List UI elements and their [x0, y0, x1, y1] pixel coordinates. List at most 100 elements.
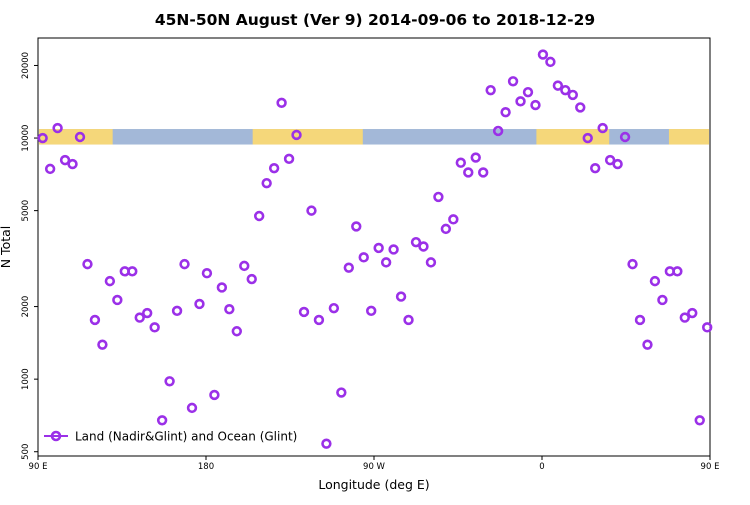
data-point: [597, 122, 608, 134]
data-point: [37, 132, 48, 144]
data-point: [209, 389, 220, 401]
data-point: [52, 122, 63, 134]
data-point: [634, 314, 646, 326]
data-point: [589, 162, 601, 174]
data-point: [276, 97, 287, 109]
data-point: [358, 252, 369, 263]
data-point: [142, 307, 153, 319]
x-tick-label: 90 W: [363, 462, 386, 472]
data-point: [283, 153, 295, 165]
map-land-segment: [536, 129, 610, 145]
data-point: [239, 260, 250, 272]
data-point: [418, 241, 429, 252]
data-point: [44, 163, 56, 175]
data-point: [537, 49, 549, 60]
data-point: [478, 167, 489, 178]
y-tick-label: 5000: [21, 200, 31, 222]
data-point: [380, 257, 392, 268]
data-point: [448, 214, 459, 225]
data-point: [492, 125, 504, 137]
data-point: [67, 158, 78, 170]
y-tick-label: 20000: [21, 52, 31, 79]
data-point: [134, 312, 145, 323]
data-point: [89, 314, 101, 326]
data-point: [470, 152, 481, 163]
data-point: [321, 438, 332, 449]
data-point: [627, 258, 638, 270]
data-point: [582, 132, 593, 144]
legend-entry-label: Land (Nadir&Glint) and Ocean (Glint): [75, 430, 297, 444]
data-point: [530, 99, 541, 111]
data-point: [112, 294, 123, 306]
data-point: [216, 282, 228, 293]
chart-title: 45N-50N August (Ver 9) 2014-09-06 to 201…: [155, 11, 595, 29]
data-point: [261, 177, 272, 189]
data-point: [403, 314, 414, 326]
data-point: [485, 84, 496, 96]
data-point: [687, 307, 698, 319]
data-point: [291, 129, 302, 141]
data-point: [306, 205, 317, 216]
data-point: [463, 167, 474, 178]
data-point: [604, 154, 616, 166]
data-point: [522, 86, 534, 98]
data-point: [313, 314, 325, 326]
data-point: [246, 273, 257, 285]
data-point: [455, 157, 466, 168]
data-point: [97, 339, 108, 350]
data-point: [201, 268, 213, 279]
data-point: [127, 266, 138, 277]
data-point: [560, 84, 571, 96]
data-point: [507, 76, 519, 87]
data-point: [388, 244, 399, 255]
data-point: [164, 376, 175, 387]
x-tick-label: 180: [198, 462, 214, 472]
data-points: [37, 49, 713, 449]
x-tick-label: 0: [539, 462, 544, 472]
data-point: [224, 304, 235, 315]
legend-marker-swatch: [50, 430, 62, 442]
y-tick-label: 10000: [21, 125, 31, 152]
data-point: [82, 258, 93, 270]
data-point: [179, 258, 190, 270]
data-point: [649, 275, 661, 287]
data-point: [351, 221, 362, 232]
data-point: [545, 56, 556, 68]
x-tick-label: 90 E: [701, 462, 720, 472]
data-point: [425, 257, 437, 268]
data-point: [231, 326, 243, 337]
data-point: [74, 131, 86, 143]
x-axis: 90 E 180 90 W 0 90 E: [29, 456, 720, 472]
y-axis-label: N Total: [0, 226, 13, 269]
data-point: [343, 262, 354, 273]
data-point: [694, 415, 705, 426]
y-tick-label: 1000: [21, 368, 31, 390]
data-point: [336, 387, 347, 398]
data-point: [619, 131, 631, 143]
data-point: [186, 402, 198, 414]
data-point: [612, 158, 623, 170]
x-axis-label: Longitude (deg E): [318, 477, 429, 492]
data-point: [328, 302, 340, 314]
data-point: [440, 223, 452, 235]
data-point: [156, 415, 168, 426]
legend: Land (Nadir&Glint) and Ocean (Glint): [44, 430, 297, 444]
data-point: [679, 312, 690, 323]
data-point: [149, 322, 160, 333]
data-point: [657, 294, 668, 306]
data-point: [298, 306, 310, 318]
map-land-segment: [668, 129, 709, 145]
data-point: [433, 191, 444, 203]
data-point: [515, 96, 526, 107]
data-point: [254, 210, 265, 222]
data-point: [104, 275, 116, 287]
data-point: [268, 162, 280, 174]
y-tick-label: 500: [21, 444, 31, 460]
y-axis: 500 1000 2000 5000 10000 20000: [21, 52, 38, 460]
data-point: [194, 298, 205, 310]
data-point: [59, 154, 71, 166]
data-point: [701, 322, 713, 333]
data-point: [567, 89, 578, 101]
data-point: [672, 266, 683, 277]
